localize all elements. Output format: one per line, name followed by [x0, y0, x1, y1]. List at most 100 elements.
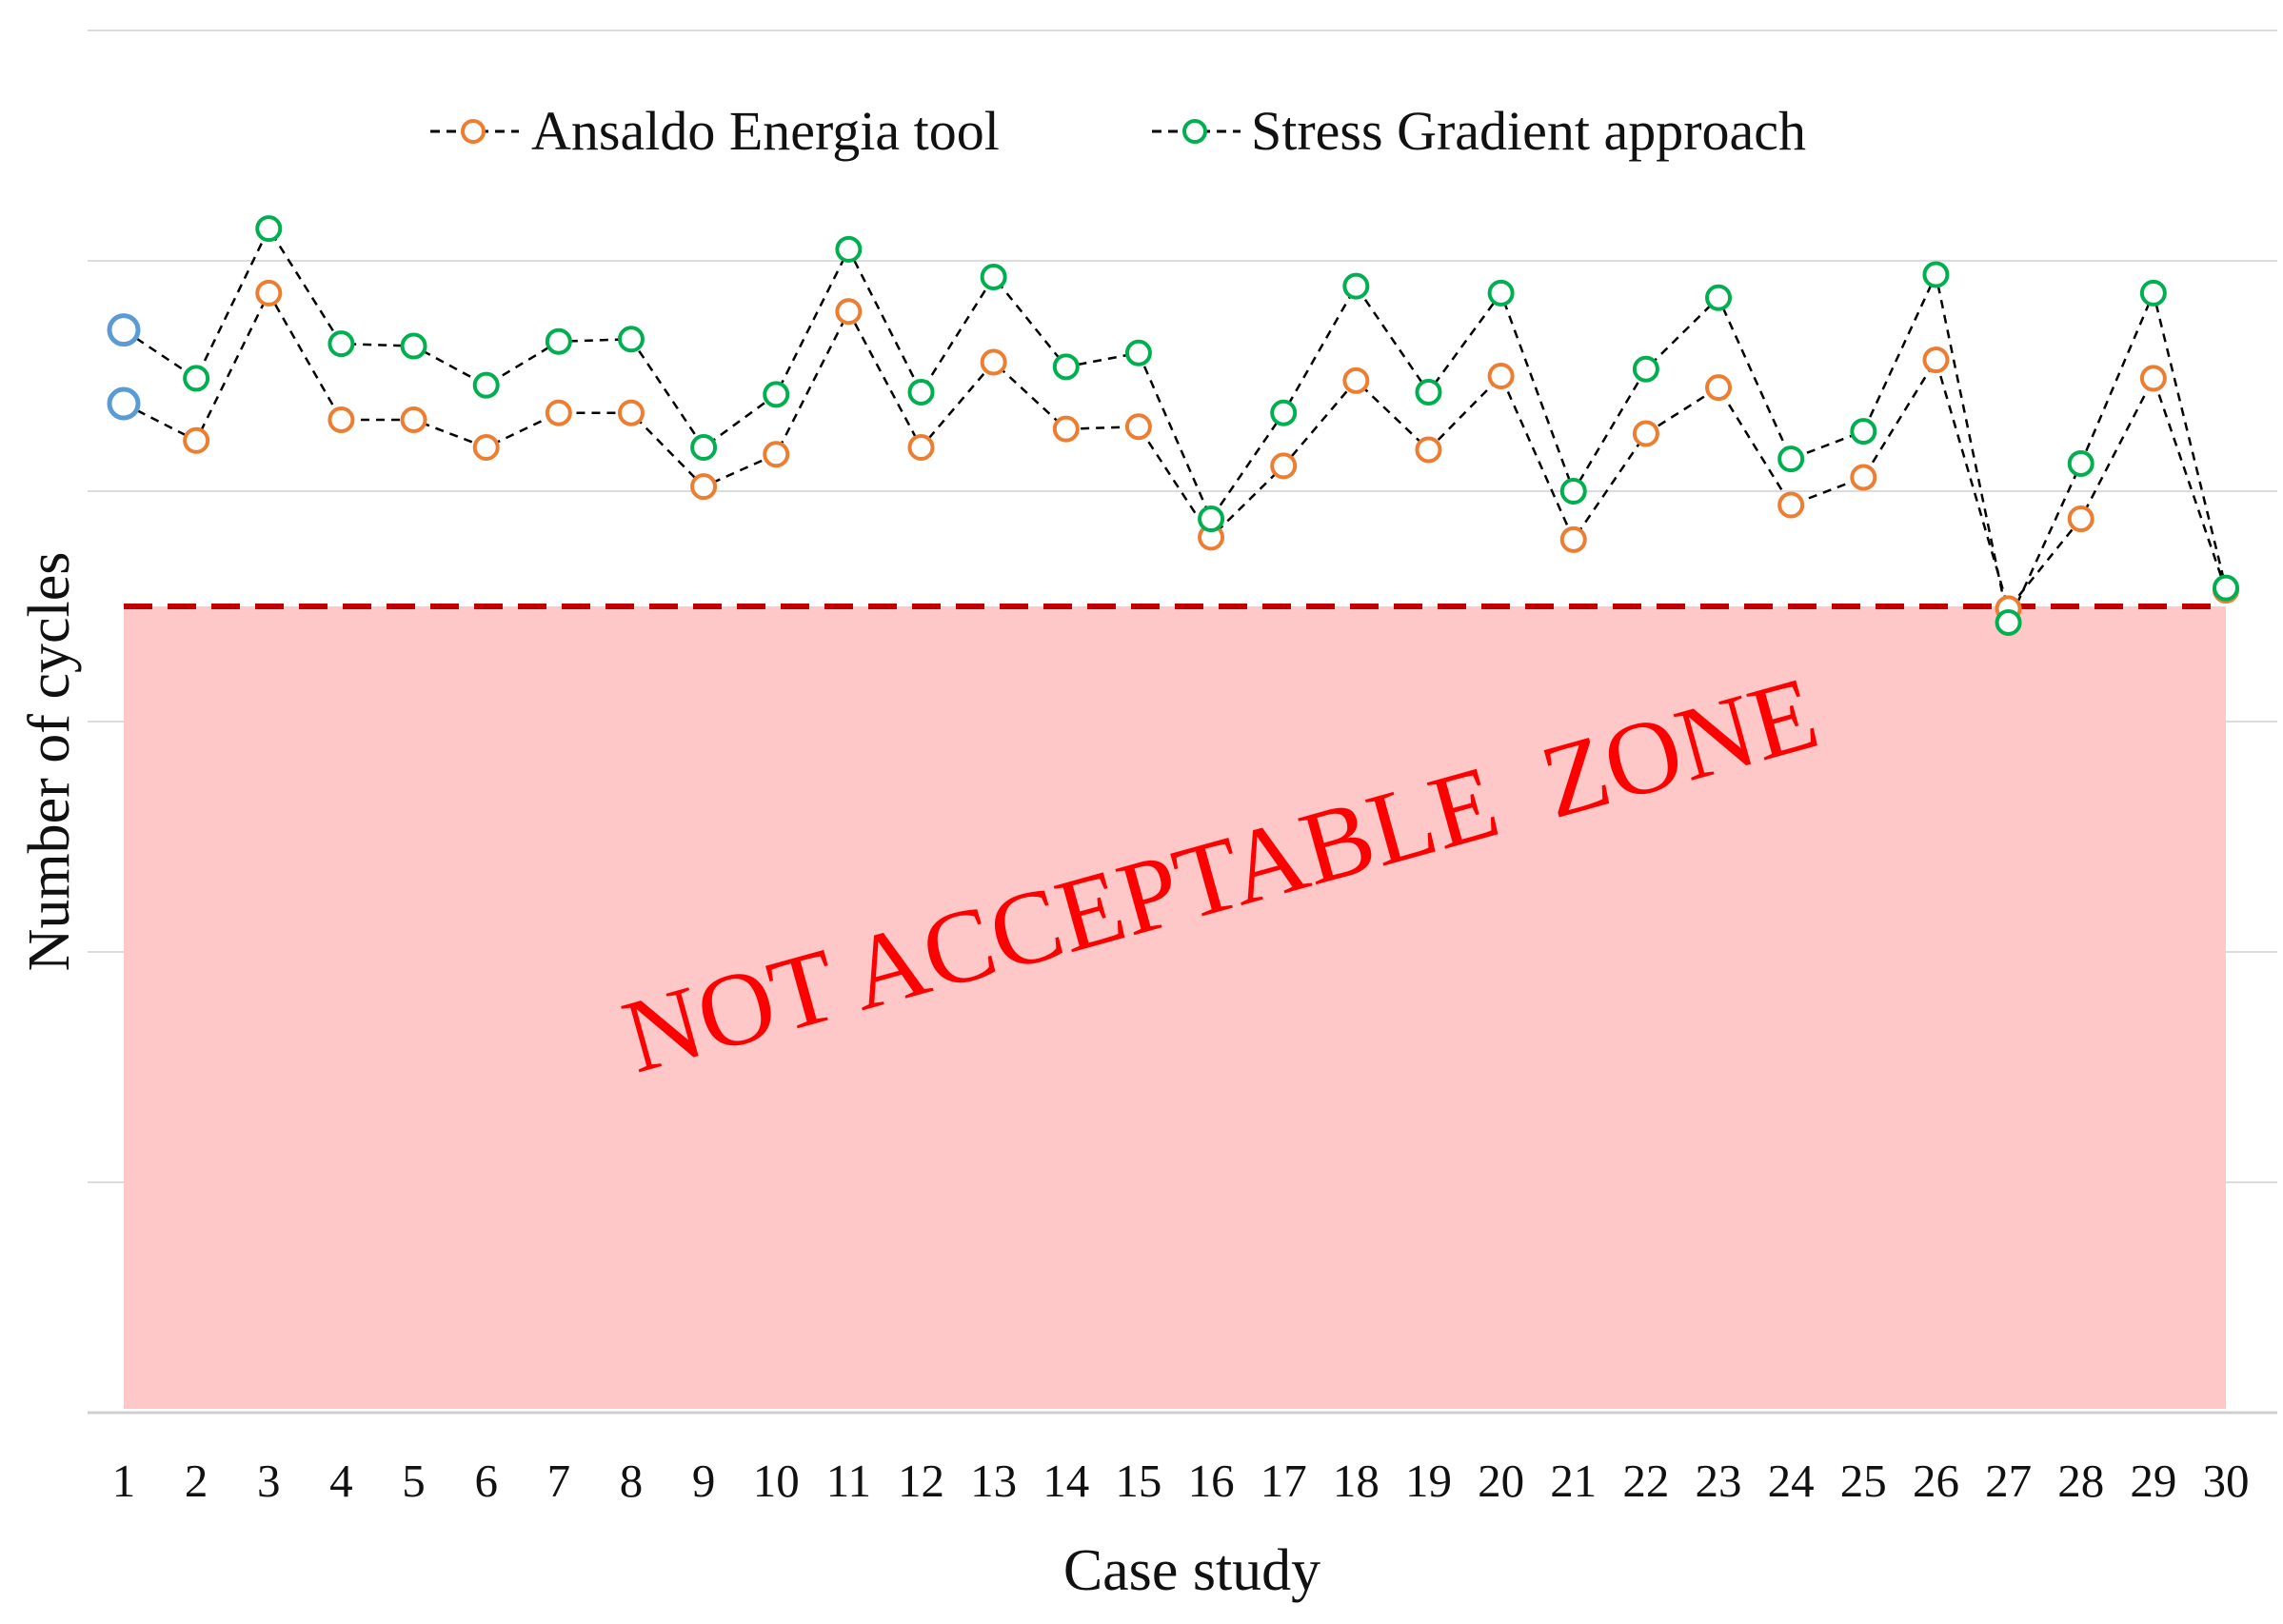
data-point [690, 473, 718, 501]
x-tick-label: 27 [1985, 1455, 2032, 1507]
x-tick-label: 23 [1696, 1455, 1742, 1507]
data-point [1850, 464, 1877, 491]
x-tick-label: 4 [329, 1455, 353, 1507]
data-point [2213, 574, 2239, 602]
legend-label-ansaldo: Ansaldo Energia tool [531, 100, 1000, 162]
data-point [328, 406, 355, 433]
series-line-1 [123, 290, 2228, 612]
x-tick-label: 13 [970, 1455, 1017, 1507]
legend-marker-stress-gradient [1182, 119, 1207, 144]
data-point [1270, 399, 1298, 426]
data-point [472, 434, 500, 462]
data-point [1705, 284, 1733, 311]
data-point [1922, 261, 1950, 288]
legend-item-ansaldo: Ansaldo Energia tool [430, 100, 1000, 162]
y-axis-title: Number of cycles [17, 552, 82, 972]
data-point [907, 378, 935, 406]
data-point [2139, 365, 2167, 392]
data-point [907, 434, 935, 462]
data-point [183, 365, 210, 392]
legend: Ansaldo Energia tool Stress Gradient app… [430, 100, 1806, 162]
data-point [255, 215, 283, 243]
data-point [980, 348, 1007, 376]
x-tick-label: 15 [1115, 1455, 1161, 1507]
x-tick-label: 25 [1840, 1455, 1887, 1507]
legend-item-stress-gradient: Stress Gradient approach [1152, 100, 1806, 162]
x-tick-label: 5 [402, 1455, 426, 1507]
data-point [1559, 478, 1587, 505]
data-point [980, 263, 1007, 290]
data-point [835, 298, 863, 326]
not-acceptable-zone [124, 606, 2226, 1409]
x-tick-label: 28 [2057, 1455, 2104, 1507]
data-point [2067, 505, 2094, 533]
data-point [328, 330, 355, 358]
data-point [107, 313, 141, 347]
data-point [1052, 415, 1080, 443]
x-tick-label: 22 [1622, 1455, 1669, 1507]
data-point [1415, 378, 1442, 406]
x-tick-label: 6 [474, 1455, 498, 1507]
series-line-2 [123, 226, 2228, 626]
x-tick-label: 11 [826, 1455, 871, 1507]
data-point [1705, 374, 1733, 402]
data-point [545, 327, 572, 355]
data-point [400, 406, 427, 433]
data-point [1995, 608, 2022, 636]
data-point [1124, 339, 1152, 366]
x-tick-label: 9 [692, 1455, 716, 1507]
data-point [763, 441, 790, 468]
data-point [255, 279, 283, 307]
data-point [617, 326, 645, 353]
series-markers [107, 215, 2239, 636]
data-point [1124, 413, 1152, 441]
x-tick-label: 26 [1913, 1455, 1959, 1507]
x-tick-label: 19 [1405, 1455, 1452, 1507]
x-tick-label: 21 [1550, 1455, 1597, 1507]
data-point [1850, 418, 1877, 446]
data-point [1559, 525, 1587, 553]
data-point [2139, 279, 2167, 307]
data-point [1632, 355, 1659, 383]
data-point [107, 386, 141, 421]
data-point [2067, 449, 2094, 477]
x-tick-label: 20 [1478, 1455, 1524, 1507]
data-point [763, 381, 790, 408]
data-point [545, 399, 572, 426]
x-tick-label: 30 [2203, 1455, 2250, 1507]
x-tick-label: 3 [257, 1455, 281, 1507]
x-tick-label: 1 [112, 1455, 136, 1507]
x-tick-label: 8 [620, 1455, 644, 1507]
x-tick-label: 16 [1188, 1455, 1235, 1507]
data-point [1777, 491, 1805, 519]
data-point [1922, 347, 1950, 374]
series-lines [123, 226, 2228, 626]
x-tick-label: 18 [1333, 1455, 1380, 1507]
x-tick-label: 10 [753, 1455, 800, 1507]
data-point [1415, 436, 1442, 464]
x-tick-label: 17 [1261, 1455, 1307, 1507]
data-point [1632, 420, 1659, 447]
x-tick-label: 24 [1768, 1455, 1815, 1507]
legend-marker-ansaldo [461, 119, 486, 144]
x-tick-label: 7 [547, 1455, 571, 1507]
x-tick-label: 2 [185, 1455, 208, 1507]
data-point [690, 434, 718, 462]
x-tick-label: 12 [898, 1455, 944, 1507]
data-point [472, 371, 500, 399]
data-point [617, 399, 645, 426]
data-point [400, 332, 427, 360]
data-point [1198, 505, 1225, 533]
x-tick-label: 14 [1042, 1455, 1089, 1507]
data-point [835, 235, 863, 263]
data-point [1342, 366, 1370, 394]
data-point [1052, 353, 1080, 381]
data-point [1777, 446, 1805, 473]
data-point [1270, 452, 1298, 480]
data-point [183, 426, 210, 454]
data-point [1487, 279, 1515, 307]
legend-label-stress-gradient: Stress Gradient approach [1251, 100, 1806, 162]
x-tick-labels: 1 2 3 4 5 6 7 8 9 10 11 12 13 14 15 16 17 18 19 20 21 22 23 24 2… [112, 1455, 2250, 1507]
data-point [1487, 363, 1515, 389]
